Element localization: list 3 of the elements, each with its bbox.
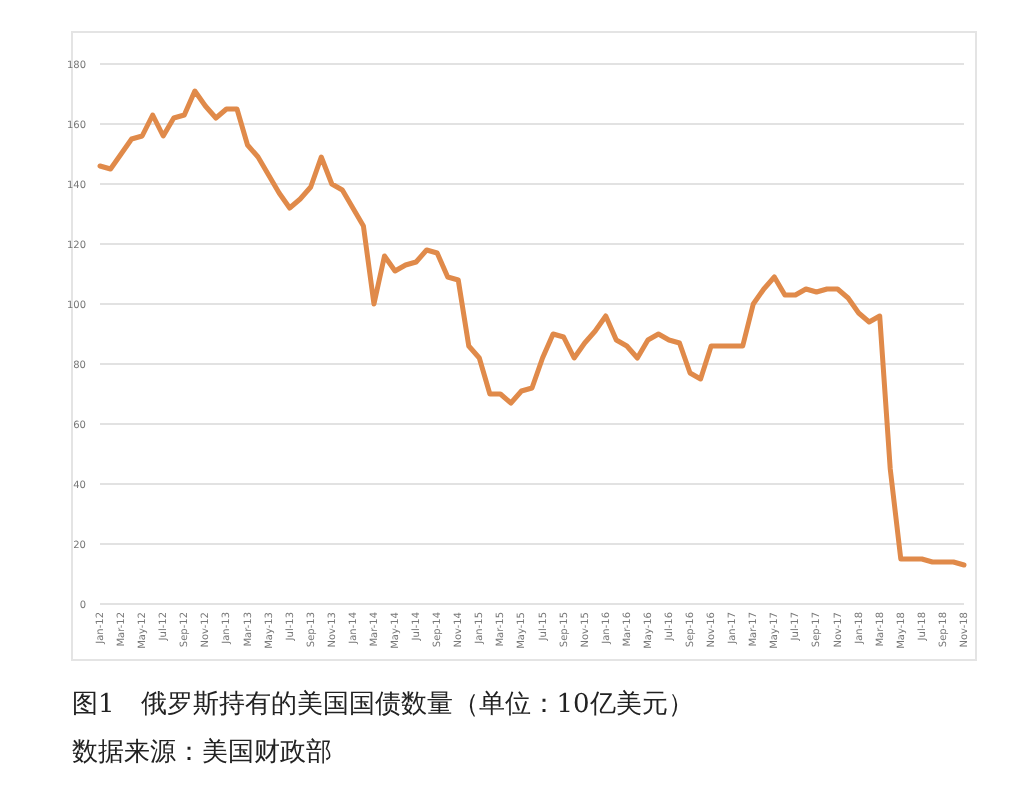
source-note: 数据来源：美国财政部 bbox=[72, 736, 332, 768]
text: 图1 俄罗斯持有的美国国债数量（单位：10亿美元） bbox=[72, 688, 694, 720]
line-series bbox=[97, 88, 967, 568]
